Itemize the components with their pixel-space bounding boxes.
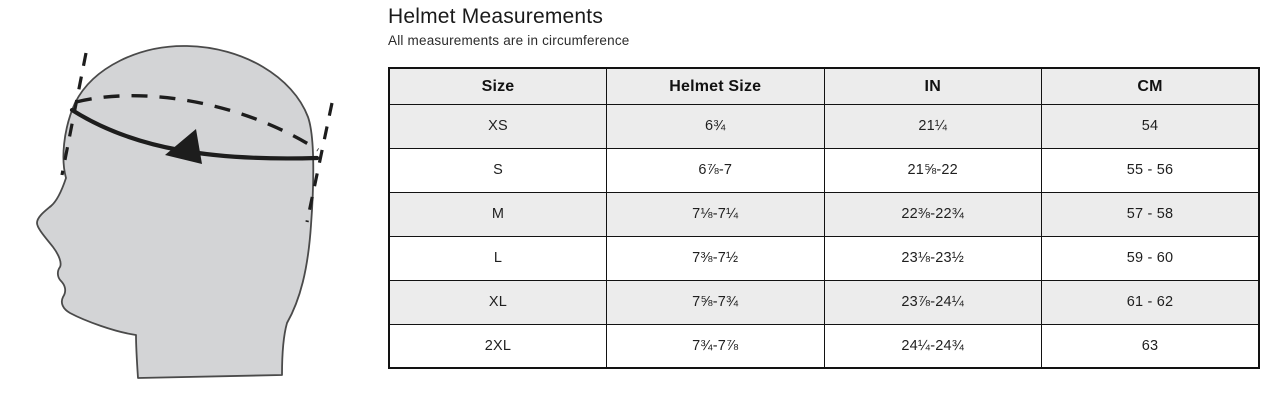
right-dashed-guide-line	[305, 102, 334, 223]
cell-helmet-size: 6¾	[606, 103, 825, 149]
table-row-l: L 7⅜-7½ 23⅛-23½ 59 - 60	[388, 235, 1260, 281]
column-header-cm: CM	[1041, 67, 1260, 105]
measuring-band-dashed-arc	[75, 94, 319, 152]
cell-in: 22⅜-22¾	[823, 191, 1042, 237]
size-chart-body: XS 6¾ 21¼ 54 S 6⅞-7 21⅝-22 55 - 56 M 7⅛-…	[388, 103, 1260, 369]
header-row: Size Helmet Size IN CM	[388, 67, 1260, 105]
size-chart-table: Size Helmet Size IN CM XS 6¾ 21¼ 54 S 6⅞…	[388, 67, 1260, 370]
cell-in: 24¼-24¾	[823, 323, 1042, 369]
cell-size: L	[388, 235, 607, 281]
cell-helmet-size: 6⅞-7	[606, 147, 825, 193]
cell-in: 23⅞-24¼	[823, 279, 1042, 325]
cell-size: 2XL	[388, 323, 607, 369]
page-title: Helmet Measurements	[388, 5, 604, 28]
cell-size: XL	[388, 279, 607, 325]
column-header-helmet-size: Helmet Size	[606, 67, 825, 105]
cell-cm: 63	[1041, 323, 1260, 369]
cell-in: 23⅛-23½	[823, 235, 1042, 281]
cell-cm: 55 - 56	[1041, 147, 1260, 193]
cell-helmet-size: 7⅜-7½	[606, 235, 825, 281]
head-silhouette-shape	[36, 45, 315, 379]
table-row-m: M 7⅛-7¼ 22⅜-22¾ 57 - 58	[388, 191, 1260, 237]
cell-in: 21¼	[823, 103, 1042, 149]
page-subtitle: All measurements are in circumference	[388, 33, 630, 49]
column-header-in: IN	[823, 67, 1042, 105]
cell-size: M	[388, 191, 607, 237]
cell-cm: 59 - 60	[1041, 235, 1260, 281]
table-row-xl: XL 7⅝-7¾ 23⅞-24¼ 61 - 62	[388, 279, 1260, 325]
cell-size: S	[388, 147, 607, 193]
cell-cm: 57 - 58	[1041, 191, 1260, 237]
cell-cm: 54	[1041, 103, 1260, 149]
cell-cm: 61 - 62	[1041, 279, 1260, 325]
band-direction-arrow-icon	[165, 129, 202, 164]
cell-helmet-size: 7¾-7⅞	[606, 323, 825, 369]
cell-helmet-size: 7⅝-7¾	[606, 279, 825, 325]
table-row-xs: XS 6¾ 21¼ 54	[388, 103, 1260, 149]
cell-in: 21⅝-22	[823, 147, 1042, 193]
measurements-content: Helmet Measurements All measurements are…	[388, 4, 1260, 370]
cell-size: XS	[388, 103, 607, 149]
table-row-s: S 6⅞-7 21⅝-22 55 - 56	[388, 147, 1260, 193]
size-chart-header: Size Helmet Size IN CM	[388, 67, 1260, 105]
table-row-2xl: 2XL 7¾-7⅞ 24¼-24¾ 63	[388, 323, 1260, 369]
left-dashed-guide-line	[60, 52, 88, 176]
head-circumference-diagram	[36, 45, 334, 379]
cell-helmet-size: 7⅛-7¼	[606, 191, 825, 237]
column-header-size: Size	[388, 67, 607, 105]
